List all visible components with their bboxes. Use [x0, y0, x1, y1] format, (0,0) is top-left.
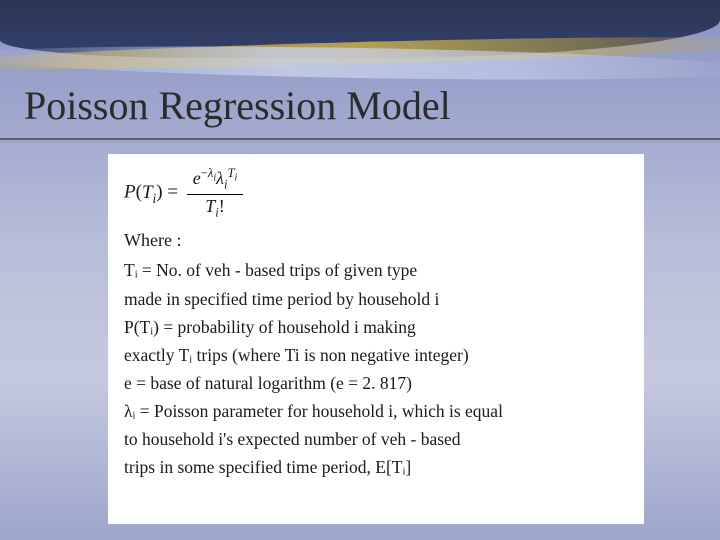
title-underline-secondary: [0, 141, 720, 142]
def-line-2: P(Tᵢ) = probability of household i makin…: [124, 314, 628, 341]
def-line-5: λᵢ = Poisson parameter for household i, …: [124, 398, 628, 425]
content-box: P(Ti) = e−λiλiTi Ti! Where : Tᵢ = No. of…: [108, 154, 644, 524]
header-decoration: [0, 0, 720, 90]
def-line-6: to household i's expected number of veh …: [124, 426, 628, 453]
def-line-4: e = base of natural logarithm (e = 2. 81…: [124, 370, 628, 397]
where-label: Where :: [124, 230, 628, 251]
formula: P(Ti) = e−λiλiTi Ti!: [124, 166, 628, 220]
slide: Poisson Regression Model P(Ti) = e−λiλiT…: [0, 0, 720, 540]
title-underline: [0, 138, 720, 140]
slide-title: Poisson Regression Model: [24, 82, 451, 129]
def-line-7: trips in some specified time period, E[T…: [124, 454, 628, 481]
def-line-0: Tᵢ = No. of veh - based trips of given t…: [124, 257, 628, 284]
def-line-1: made in specified time period by househo…: [124, 286, 628, 313]
def-line-3: exactly Tᵢ trips (where Ti is non negati…: [124, 342, 628, 369]
